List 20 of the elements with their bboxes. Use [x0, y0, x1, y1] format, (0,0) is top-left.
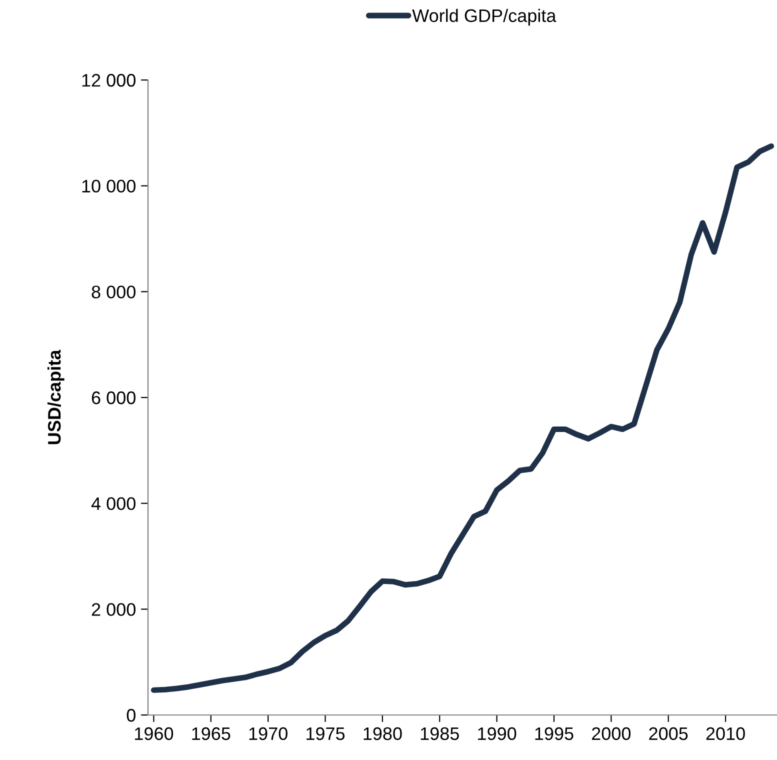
x-tick-label: 1995	[535, 727, 574, 740]
y-axis-title: USD/capita	[47, 350, 64, 444]
y-tick-label: 4 000	[91, 497, 136, 510]
x-tick-label: 1990	[478, 727, 516, 740]
x-tick-label: 2005	[649, 727, 688, 740]
x-tick-label: 1980	[364, 727, 402, 740]
y-tick-label: 0	[126, 708, 136, 722]
x-tick-label: 2000	[592, 727, 631, 740]
y-tick-label: 10 000	[82, 180, 136, 193]
legend-label: World GDP/capita	[412, 8, 556, 26]
y-tick-label: 2 000	[92, 603, 136, 616]
y-tick-label: 8 000	[92, 286, 136, 298]
x-tick-label: 1960	[135, 727, 174, 740]
x-tick-label: 1970	[249, 727, 288, 740]
y-tick-label: 6 000	[92, 391, 136, 404]
x-tick-label: 2010	[706, 727, 745, 740]
x-tick-label: 1965	[192, 727, 230, 740]
y-tick-label: 12 000	[82, 74, 136, 87]
x-tick-label: 1975	[306, 727, 345, 740]
x-tick-label: 1985	[420, 727, 459, 740]
